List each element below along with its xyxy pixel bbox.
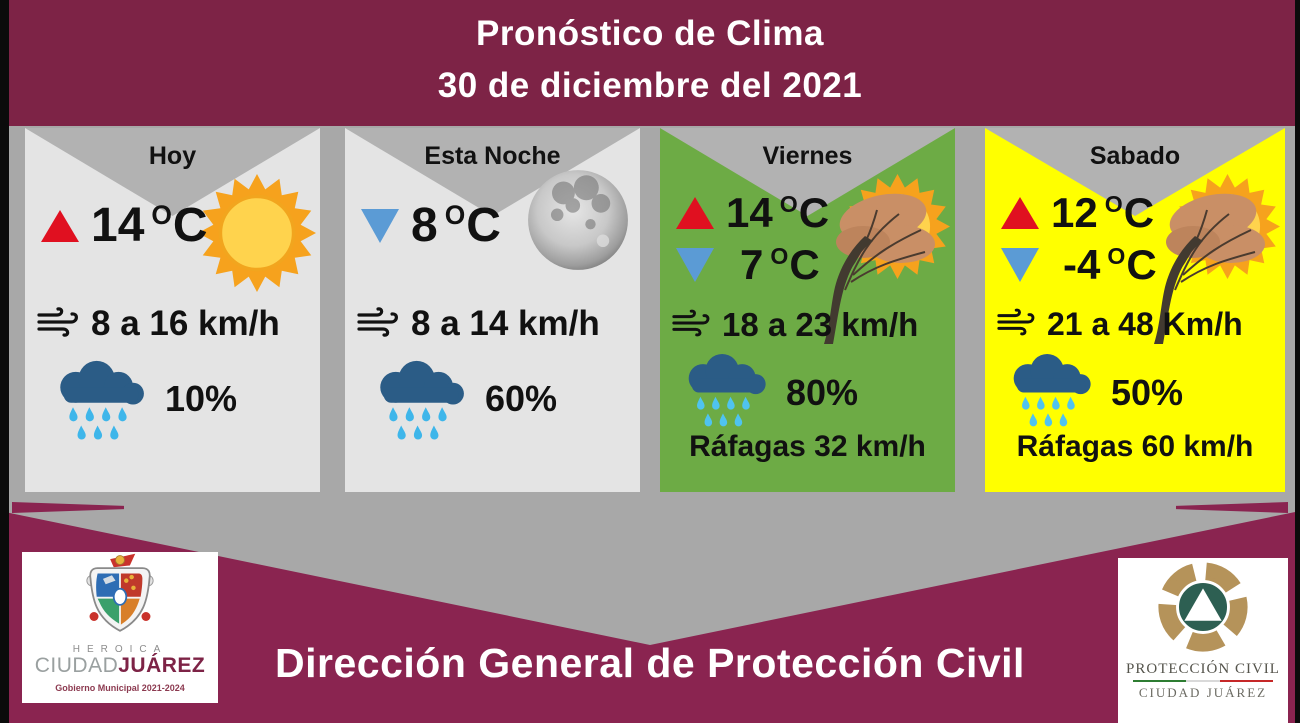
high-temp-triangle-icon: [676, 197, 714, 229]
gusts-label: Ráfagas 60 km/h: [1016, 430, 1254, 463]
high-temp-row: 14 OC: [676, 192, 829, 234]
high-temp-row: 14 OC: [41, 202, 208, 250]
high-temp-value: 14 OC: [726, 189, 830, 236]
gusts-label: Ráfagas 32 km/h: [689, 430, 926, 463]
wind-row: 8 a 16 km/h: [37, 304, 280, 344]
wind-speed: 8 a 16 km/h: [91, 304, 280, 343]
low-temp-row: 8 OC: [361, 202, 501, 250]
rain-cloud-icon: [53, 354, 153, 451]
degree-superscript: O: [444, 200, 466, 230]
wind-row: 8 a 14 km/h: [357, 304, 600, 344]
low-temp-triangle-icon: [1001, 248, 1039, 282]
rain-row: 50%: [1007, 348, 1183, 437]
rain-cloud-icon: [1007, 348, 1099, 437]
card-title: Hoy: [148, 142, 197, 170]
card-title: Esta Noche: [424, 142, 561, 170]
rain-cloud-icon: [373, 354, 473, 451]
rain-probability: 80%: [786, 372, 859, 413]
forecast-card-viernes: Viernes 14 OC 7 OC: [660, 128, 955, 492]
flag-divider: [1133, 680, 1273, 682]
wind-icon: [672, 307, 714, 344]
wind-speed: 18 a 23 km/h: [722, 306, 919, 343]
civil-protection-emblem-icon: [1158, 562, 1248, 652]
degree-letter: C: [466, 199, 501, 252]
degree-superscript: O: [1107, 243, 1126, 269]
civil-protection-subtitle: CIUDAD JUÁREZ: [1138, 685, 1268, 700]
wind-speed: 21 a 48 Km/h: [1047, 306, 1243, 342]
degree-superscript: O: [1104, 191, 1123, 217]
card-title: Sabado: [1089, 142, 1181, 170]
high-temp-row: 12 OC: [1001, 192, 1154, 234]
rain-probability: 60%: [485, 378, 558, 419]
rain-probability: 50%: [1111, 372, 1184, 413]
high-temp-value: 14 OC: [91, 199, 208, 252]
high-temp-value: 12 OC: [1051, 189, 1155, 236]
wind-icon: [357, 305, 403, 344]
slide-title: Pronóstico de Clima: [476, 14, 824, 53]
card-title: Viernes: [762, 142, 853, 170]
rain-row: 10%: [53, 354, 237, 451]
moon-icon: [526, 168, 630, 272]
left-black-edge: [0, 0, 9, 723]
left-accent-sliver: [12, 502, 124, 513]
proteccion-civil-logo: PROTECCIÓN CIVIL CIUDAD JUÁREZ: [1118, 558, 1288, 723]
rain-row: 60%: [373, 354, 557, 451]
high-temp-triangle-icon: [41, 210, 79, 242]
degree-letter: C: [789, 241, 820, 288]
rain-row: 80%: [682, 348, 858, 437]
heroica-label: HEROICA: [72, 644, 168, 655]
rain-probability: 10%: [165, 378, 238, 419]
civil-protection-title: PROTECCIÓN CIVIL: [1126, 661, 1280, 677]
high-temp-triangle-icon: [1001, 197, 1039, 229]
right-black-edge: [1295, 0, 1300, 723]
low-temp-triangle-icon: [676, 248, 714, 282]
forecast-card-hoy: Hoy 14 OC 8 a 16 km/h: [25, 128, 320, 492]
header-banner: Pronóstico de Clima 30 de diciembre del …: [0, 0, 1300, 126]
footer-title: Dirección General de Protección Civil: [275, 640, 1025, 686]
wind-icon: [997, 306, 1039, 343]
low-temp-value: 8 OC: [411, 199, 501, 252]
wind-icon: [37, 305, 83, 344]
degree-letter: C: [172, 199, 208, 252]
right-accent-sliver: [1176, 502, 1288, 513]
windy-tree-icon: [803, 170, 953, 350]
forecast-card-esta-noche: Esta Noche 8 OC: [345, 128, 640, 492]
low-temp-value: -4 OC: [1063, 241, 1157, 288]
slide-date: 30 de diciembre del 2021: [437, 66, 863, 105]
low-temp-value: 7 OC: [740, 241, 820, 288]
windy-tree-icon: [1133, 170, 1283, 350]
low-temp-row: 7 OC: [676, 244, 820, 286]
low-temp-row: -4 OC: [1001, 244, 1157, 286]
degree-superscript: O: [770, 243, 789, 269]
forecast-card-sabado: Sabado 12 OC -4 OC: [985, 128, 1285, 492]
degree-letter: C: [1126, 241, 1157, 288]
city-crest-icon: [86, 553, 154, 632]
degree-letter: C: [1123, 189, 1155, 236]
degree-superscript: O: [779, 191, 798, 217]
ciudad-juarez-logo: HEROICA CIUDADJUÁREZ Gobierno Municipal …: [22, 552, 218, 703]
wind-speed: 8 a 14 km/h: [411, 304, 600, 343]
wind-row: 18 a 23 km/h: [672, 306, 918, 344]
low-temp-triangle-icon: [361, 209, 399, 243]
degree-superscript: O: [151, 200, 172, 230]
city-subtitle: Gobierno Municipal 2021-2024: [55, 683, 185, 693]
rain-cloud-icon: [682, 348, 774, 437]
city-name: CIUDADJUÁREZ: [34, 654, 206, 677]
degree-letter: C: [798, 189, 830, 236]
wind-row: 21 a 48 Km/h: [997, 306, 1243, 343]
sun-icon: [198, 174, 316, 292]
